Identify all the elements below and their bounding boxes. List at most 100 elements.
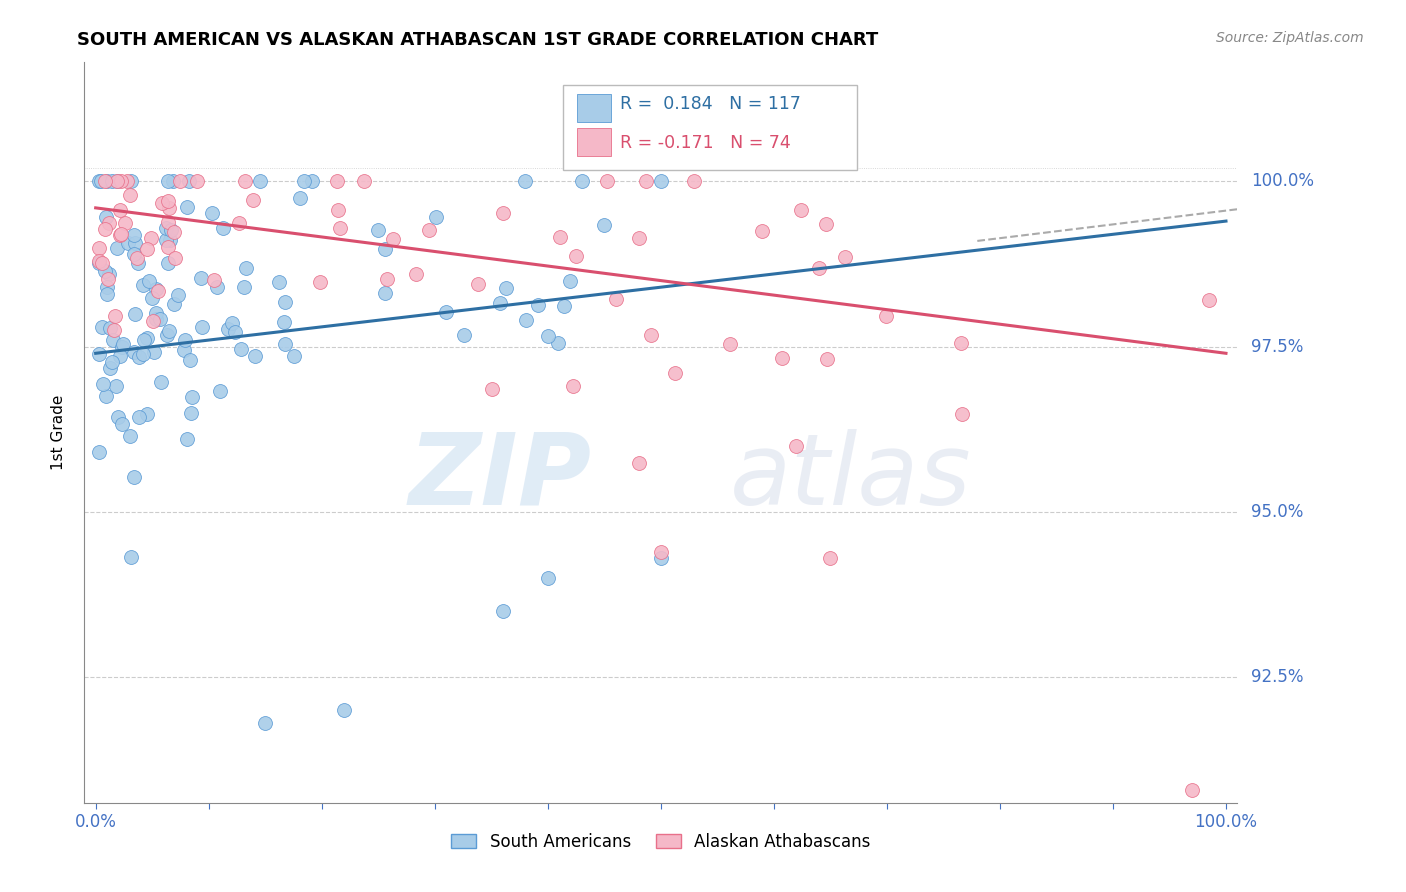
Point — [96, 280, 118, 294]
Point — [105, 174, 128, 188]
Point — [640, 328, 662, 343]
Point — [110, 417, 132, 432]
Point — [110, 227, 132, 242]
Point — [650, 544, 672, 558]
Point — [233, 174, 256, 188]
Point — [190, 271, 212, 285]
Point — [124, 307, 146, 321]
Point — [105, 174, 128, 188]
Point — [495, 281, 517, 295]
Point — [128, 409, 150, 424]
Point — [491, 604, 513, 618]
Point — [169, 174, 191, 188]
Point — [128, 351, 150, 365]
Point — [491, 206, 513, 220]
Point — [290, 191, 312, 205]
Point — [173, 333, 195, 347]
Text: atlas: atlas — [730, 428, 972, 525]
Legend: South Americans, Alaskan Athabascans: South Americans, Alaskan Athabascans — [444, 826, 877, 857]
Point — [110, 174, 132, 188]
Point — [157, 256, 180, 270]
Point — [97, 267, 120, 281]
Point — [115, 174, 138, 188]
Point — [467, 277, 489, 291]
Point — [136, 407, 159, 421]
Point — [718, 336, 741, 351]
Text: 92.5%: 92.5% — [1251, 668, 1303, 686]
Point — [221, 316, 243, 330]
Point — [834, 250, 856, 264]
Point — [94, 210, 117, 224]
Point — [374, 242, 396, 256]
Point — [138, 274, 160, 288]
Point — [94, 221, 117, 235]
Point — [333, 703, 356, 717]
Point — [560, 274, 582, 288]
Point — [664, 367, 686, 381]
Point — [120, 174, 142, 188]
Text: SOUTH AMERICAN VS ALASKAN ATHABASCAN 1ST GRADE CORRELATION CHART: SOUTH AMERICAN VS ALASKAN ATHABASCAN 1ST… — [77, 31, 879, 49]
Point — [274, 337, 297, 351]
Point — [91, 376, 114, 391]
Point — [127, 256, 149, 270]
Point — [515, 174, 537, 188]
Point — [173, 343, 195, 358]
Point — [94, 263, 117, 277]
Point — [308, 275, 330, 289]
Text: R = -0.171   N = 74: R = -0.171 N = 74 — [620, 134, 792, 152]
Point — [565, 249, 588, 263]
Point — [329, 221, 352, 235]
Point — [202, 273, 225, 287]
Point — [242, 193, 264, 207]
Point — [627, 456, 650, 470]
Point — [96, 389, 118, 403]
Point — [526, 298, 548, 312]
Point — [405, 267, 427, 281]
Point — [233, 280, 256, 294]
Point — [596, 174, 619, 188]
Point — [515, 313, 537, 327]
Point — [1198, 293, 1220, 307]
FancyBboxPatch shape — [562, 85, 856, 169]
Point — [807, 260, 830, 275]
Point — [114, 216, 136, 230]
Point — [375, 272, 398, 286]
Point — [122, 246, 145, 260]
Y-axis label: 1st Grade: 1st Grade — [51, 395, 66, 470]
Point — [374, 285, 396, 300]
Point — [150, 376, 173, 390]
Point — [176, 432, 198, 446]
Point — [243, 349, 266, 363]
Point — [292, 174, 315, 188]
Point — [201, 206, 224, 220]
Point — [770, 351, 793, 365]
Point — [562, 379, 585, 393]
Point — [205, 280, 228, 294]
Point — [91, 256, 114, 270]
Point — [96, 174, 118, 188]
Point — [97, 272, 120, 286]
Point — [118, 188, 141, 202]
Point — [156, 174, 179, 188]
Point — [156, 194, 179, 208]
Point — [326, 174, 349, 188]
Point — [547, 336, 569, 351]
Point — [110, 203, 132, 218]
Text: Source: ZipAtlas.com: Source: ZipAtlas.com — [1216, 31, 1364, 45]
Point — [94, 174, 117, 188]
Point — [148, 311, 170, 326]
Text: ZIP: ZIP — [409, 428, 592, 525]
Point — [120, 429, 142, 443]
Text: R =  0.184   N = 117: R = 0.184 N = 117 — [620, 95, 801, 113]
Point — [949, 336, 972, 351]
Text: 95.0%: 95.0% — [1251, 503, 1303, 521]
Point — [191, 320, 214, 334]
Point — [101, 355, 124, 369]
Point — [950, 408, 973, 422]
Point — [181, 390, 204, 404]
Point — [160, 222, 183, 236]
Point — [163, 251, 186, 265]
Point — [127, 251, 149, 265]
Point — [269, 275, 291, 289]
Point — [553, 300, 575, 314]
